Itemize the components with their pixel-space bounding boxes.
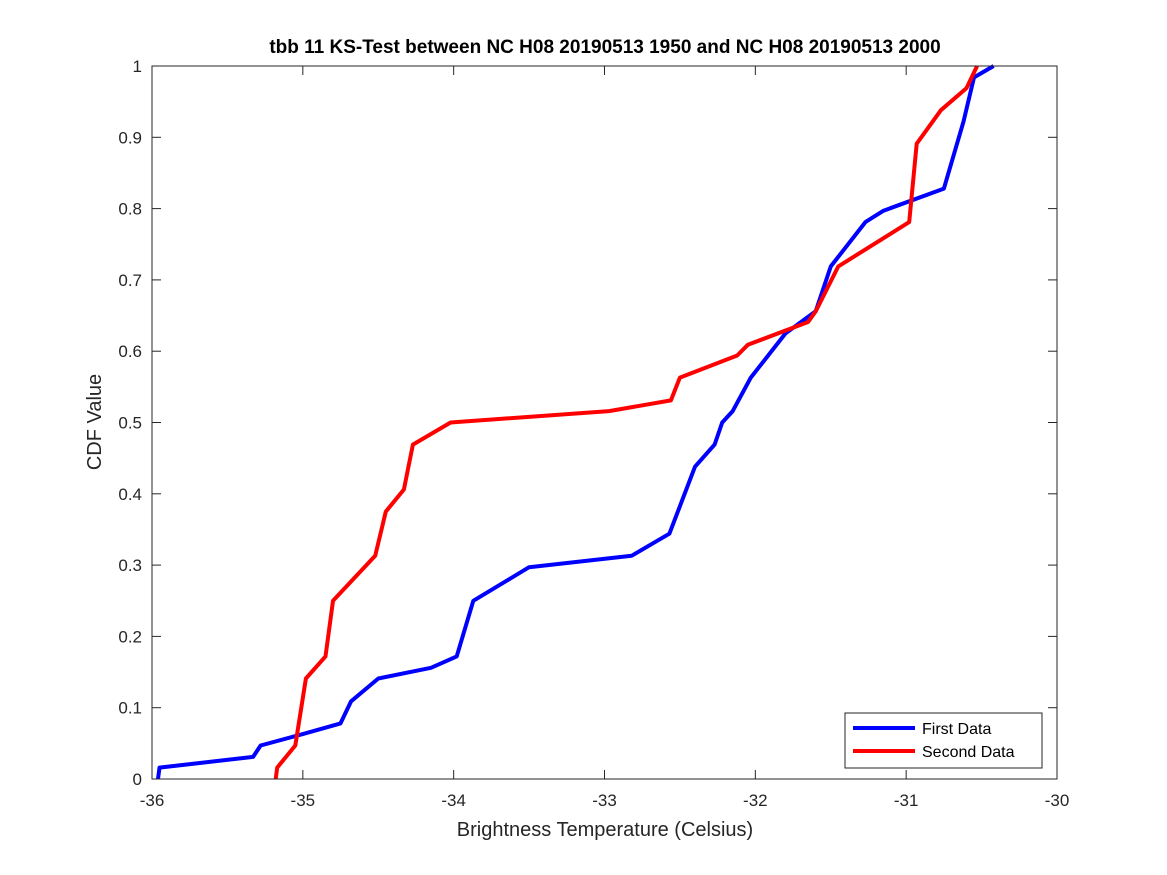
plot-box — [151, 65, 1058, 780]
y-tick-label: 0.8 — [118, 200, 142, 219]
y-tick-label: 0.3 — [118, 556, 142, 575]
y-tick-label: 1 — [133, 57, 142, 76]
series-layer — [156, 64, 995, 780]
y-tick-label: 0.6 — [118, 342, 142, 361]
chart-title: tbb 11 KS-Test between NC H08 20190513 1… — [269, 37, 940, 58]
y-tick-label: 0.5 — [118, 414, 142, 433]
axis-ticks: -36 -35 -34 -33 -32 -31 -30 0 0.1 0.2 0.3 0.4 0.5 0.6… — [118, 57, 1069, 810]
x-tick-label: -32 — [743, 791, 768, 810]
x-tick-label: -35 — [291, 791, 316, 810]
x-tick-label: -31 — [894, 791, 919, 810]
legend-label-first-data: First Data — [922, 721, 991, 738]
series-line-second-data — [273, 65, 979, 780]
x-tick-label: -33 — [592, 791, 617, 810]
series-line-first-data — [156, 64, 995, 780]
x-tick-label: -30 — [1045, 791, 1070, 810]
y-tick-label: 0.9 — [118, 128, 142, 147]
x-tick-label: -36 — [140, 791, 165, 810]
legend-label-second-data: Second Data — [922, 744, 1015, 761]
plot-area — [152, 66, 1057, 779]
y-axis-label: CDF Value — [84, 374, 106, 470]
y-tick-label: 0.4 — [118, 485, 142, 504]
y-tick-label: 0 — [133, 770, 142, 789]
legend-box — [844, 712, 1043, 769]
legend: First Data Second Data — [844, 712, 1043, 769]
x-tick-label: -34 — [441, 791, 466, 810]
x-axis-label: Brightness Temperature (Celsius) — [457, 819, 753, 841]
y-tick-label: 0.1 — [118, 699, 142, 718]
y-tick-label: 0.7 — [118, 271, 142, 290]
y-tick-label: 0.2 — [118, 627, 142, 646]
